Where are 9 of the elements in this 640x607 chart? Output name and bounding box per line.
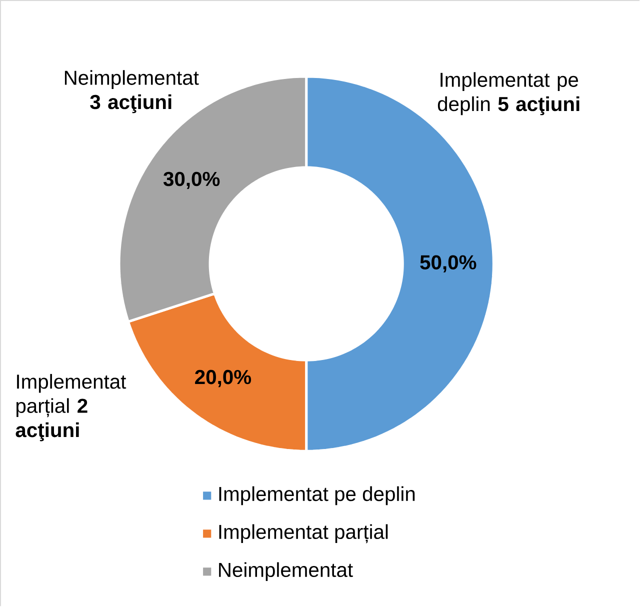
text: Implementat pe deplin 5 acţiuni — [438, 72, 580, 116]
data-label: 30,0% — [163, 172, 220, 190]
data-label: 20,0% — [195, 370, 252, 388]
data-label: 50,0% — [420, 255, 476, 273]
legend-label: Neimplementat — [219, 562, 353, 582]
text: Neimplementat 3 acţiuni — [64, 70, 199, 114]
text: Implementat parțial 2 acţiuni — [16, 374, 126, 442]
legend-label: Implementat pe deplin — [219, 486, 415, 506]
legend-label: Implementat parțial — [219, 524, 388, 544]
